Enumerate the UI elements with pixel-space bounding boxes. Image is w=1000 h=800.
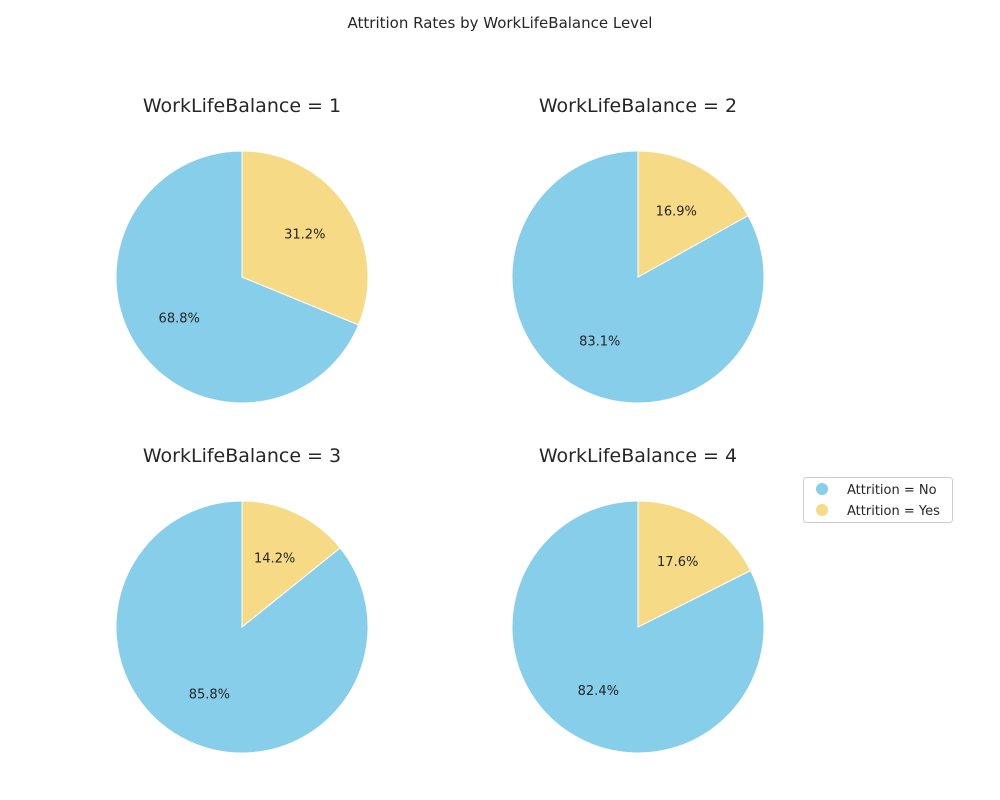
figure-title: Attrition Rates by WorkLifeBalance Level (348, 14, 653, 32)
legend-label-yes: Attrition = Yes (847, 504, 940, 519)
legend: Attrition = No Attrition = Yes (803, 477, 953, 523)
pie-title-3: WorkLifeBalance = 3 (143, 445, 341, 467)
pie-4-label-no: 82.4% (578, 684, 619, 699)
pie-panel-2: WorkLifeBalance = 2 83.1% 16.9% (511, 95, 765, 404)
pie-1-slice-yes (241, 150, 369, 326)
pie-2-label-yes: 16.9% (656, 204, 697, 219)
pie-1-slice-no (115, 150, 360, 404)
pie-2-slice-yes (637, 150, 749, 278)
pie-panel-4: WorkLifeBalance = 4 82.4% 17.6% (511, 445, 765, 754)
pie-3-label-yes: 14.2% (254, 551, 295, 566)
pie-labels-3: 85.8% 14.2% (189, 551, 296, 702)
legend-label-no: Attrition = No (847, 483, 937, 498)
pie-labels-4: 82.4% 17.6% (578, 555, 699, 699)
pie-title-2: WorkLifeBalance = 2 (539, 95, 737, 117)
pie-3-slice-yes (241, 500, 341, 629)
pie-4-slice-yes (637, 500, 752, 628)
pie-4-label-yes: 17.6% (657, 555, 698, 570)
legend-marker-no (816, 483, 828, 495)
pie-slices-4 (511, 500, 765, 754)
pie-labels-1: 68.8% 31.2% (159, 227, 326, 326)
pie-title-1: WorkLifeBalance = 1 (143, 95, 341, 117)
pie-labels-2: 83.1% 16.9% (579, 204, 697, 349)
legend-frame (803, 477, 953, 523)
pie-1-label-no: 68.8% (159, 312, 200, 327)
pie-2-slice-no (511, 150, 765, 404)
pie-1-label-yes: 31.2% (284, 227, 325, 242)
pie-slices-3 (115, 500, 369, 754)
pie-panel-1: WorkLifeBalance = 1 68.8% 31.2% (115, 95, 369, 404)
pie-panel-3: WorkLifeBalance = 3 85.8% 14.2% (115, 445, 369, 754)
pie-title-4: WorkLifeBalance = 4 (539, 445, 737, 467)
pie-3-slice-no (115, 500, 369, 754)
pie-slices-1 (115, 150, 369, 404)
pie-3-label-no: 85.8% (189, 688, 230, 703)
pie-2-label-no: 83.1% (579, 335, 620, 350)
pie-slices-2 (511, 150, 765, 404)
legend-marker-yes (816, 504, 828, 516)
